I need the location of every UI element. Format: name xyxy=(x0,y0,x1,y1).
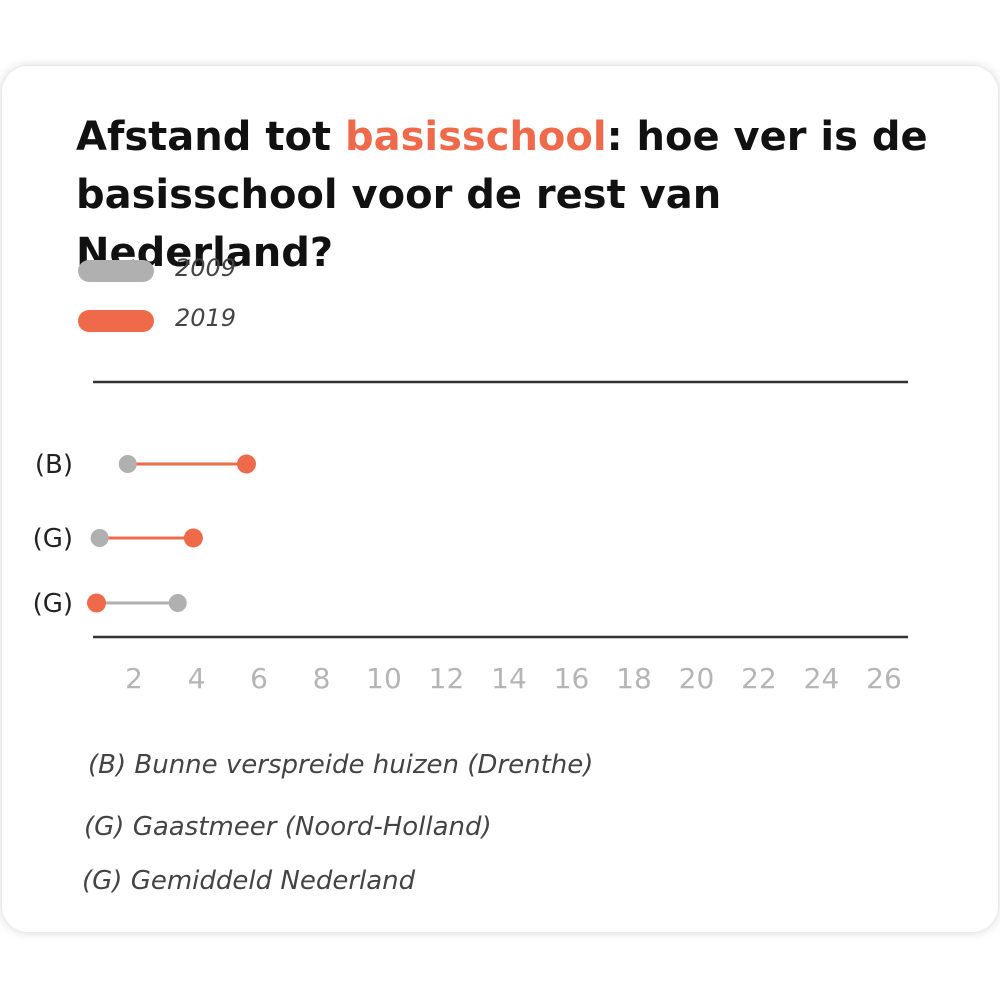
x-tick-label-22: 22 xyxy=(741,662,777,695)
footnote-bunne: (B) Bunne verspreide huizen (Drenthe) xyxy=(88,750,594,780)
point-2009-0 xyxy=(118,455,137,473)
x-tick-label-18: 18 xyxy=(616,662,652,695)
x-tick-label-24: 24 xyxy=(804,662,840,695)
chart-card xyxy=(2,66,998,932)
point-2019-0 xyxy=(237,454,256,474)
chart-title: Afstand tot basisschool: hoe ver is de b… xyxy=(76,108,976,282)
row-label-1: (G) xyxy=(33,524,73,554)
title-highlight: basisschool xyxy=(344,114,607,160)
legend-label-2019: 2019 xyxy=(175,304,237,332)
x-tick-label-6: 6 xyxy=(250,662,268,695)
footnote-gemiddeld: (G) Gemiddeld Nederland xyxy=(82,866,416,896)
legend-item-2009: 2009 xyxy=(78,254,236,286)
x-tick-label-4: 4 xyxy=(188,662,206,695)
legend-item-2019: 2019 xyxy=(78,304,236,336)
title-part-1: Afstand tot xyxy=(76,114,345,160)
x-tick-label-2: 2 xyxy=(125,662,143,695)
row-label-0: (B) xyxy=(35,450,73,480)
title-part-2: : hoe ver is de basisschool voor de rest… xyxy=(76,114,928,276)
x-tick-label-16: 16 xyxy=(554,662,590,695)
x-tick-label-26: 26 xyxy=(866,662,902,695)
legend-swatch-2009 xyxy=(78,260,154,282)
x-tick-label-12: 12 xyxy=(429,662,465,695)
row-label-2: (G) xyxy=(33,589,73,619)
legend-swatch-2019 xyxy=(78,310,154,332)
x-tick-label-10: 10 xyxy=(366,662,402,695)
x-tick-label-8: 8 xyxy=(313,662,331,695)
x-tick-label-20: 20 xyxy=(679,662,715,695)
x-tick-label-14: 14 xyxy=(491,662,527,695)
point-2019-1 xyxy=(183,528,203,548)
legend-label-2009: 2009 xyxy=(175,254,237,282)
point-2009-2 xyxy=(168,594,187,612)
point-2019-2 xyxy=(87,593,106,613)
point-2009-1 xyxy=(90,529,109,547)
footnote-gaastmeer: (G) Gaastmeer (Noord-Holland) xyxy=(84,812,492,842)
